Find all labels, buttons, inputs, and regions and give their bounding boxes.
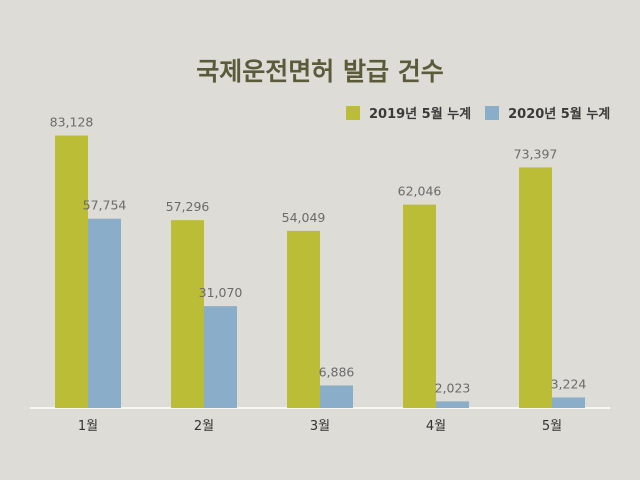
legend-label-2019: 2019년 5월 누계 [369, 107, 472, 122]
data-label-2019-5: 73,397 [514, 146, 558, 161]
bar-2019-2 [171, 220, 204, 408]
data-label-2020-2: 31,070 [199, 285, 243, 300]
legend-label-2020: 2020년 5월 누계 [508, 107, 611, 122]
legend-item-2020: 2020년 5월 누계 [485, 103, 610, 122]
bar-2020-4 [436, 401, 469, 408]
legend-item-2019: 2019년 5월 누계 [346, 103, 471, 122]
legend: 2019년 5월 누계 2020년 5월 누계 [346, 103, 624, 122]
chart-title: 국제운전면허 발급 건수 [196, 57, 444, 86]
x-tick-label-3: 3월 [310, 419, 330, 434]
legend-swatch-2019 [346, 105, 360, 120]
bar-2020-3 [320, 385, 353, 408]
data-label-2020-5: 3,224 [551, 376, 587, 391]
data-label-2020-4: 2,023 [435, 380, 471, 395]
bar-2019-3 [287, 230, 320, 408]
x-tick-label-2: 2월 [194, 419, 214, 434]
legend-swatch-2020 [485, 105, 500, 120]
x-tick-label-5: 5월 [542, 419, 562, 434]
data-label-2019-4: 62,046 [398, 184, 442, 199]
x-tick-label-1: 1월 [78, 419, 98, 434]
bar-2019-1 [55, 135, 88, 408]
x-tick-label-4: 4월 [426, 419, 446, 434]
bar-2020-1 [88, 218, 121, 408]
data-label-2019-1: 83,128 [50, 115, 94, 130]
data-label-2020-3: 6,886 [319, 364, 355, 379]
data-label-2019-2: 57,296 [166, 199, 210, 214]
bar-2019-4 [403, 204, 436, 408]
bar-2020-2 [204, 306, 237, 408]
data-label-2019-3: 54,049 [282, 210, 326, 225]
bar-2019-5 [519, 167, 552, 408]
bar-2020-5 [552, 397, 585, 408]
data-label-2020-1: 57,754 [83, 198, 127, 213]
